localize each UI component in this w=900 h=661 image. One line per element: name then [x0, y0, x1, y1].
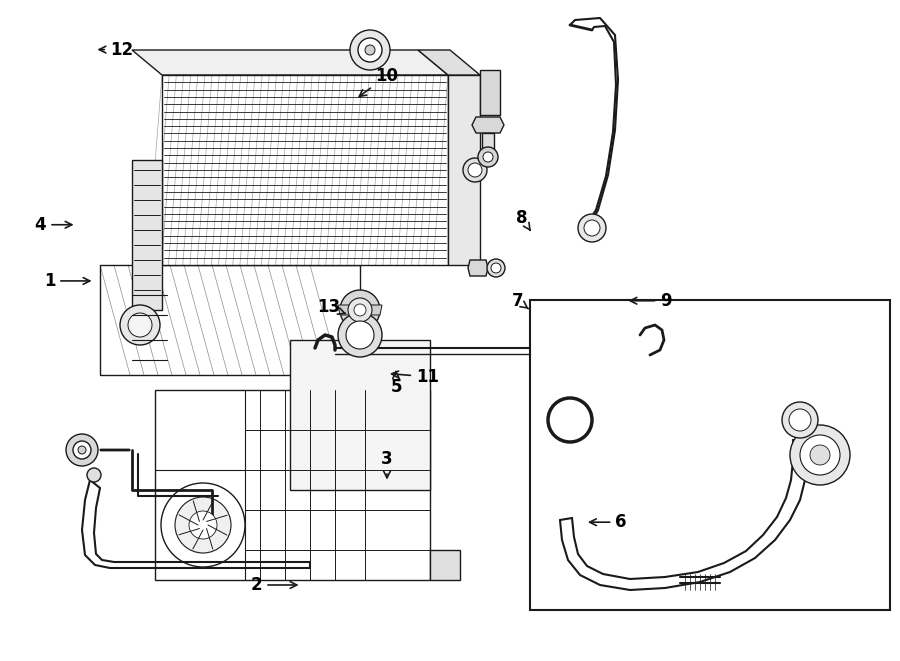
Polygon shape: [162, 75, 448, 265]
Polygon shape: [482, 133, 494, 157]
Text: 13: 13: [317, 298, 346, 317]
Circle shape: [338, 313, 382, 357]
Circle shape: [800, 435, 840, 475]
Text: 8: 8: [517, 209, 530, 230]
Circle shape: [350, 30, 390, 70]
Polygon shape: [290, 340, 430, 490]
Polygon shape: [132, 160, 162, 310]
Polygon shape: [530, 300, 890, 610]
Circle shape: [487, 259, 505, 277]
Text: 4: 4: [35, 215, 72, 234]
Polygon shape: [338, 305, 382, 315]
Text: 10: 10: [359, 67, 399, 97]
Text: 3: 3: [382, 450, 392, 478]
Text: 2: 2: [251, 576, 297, 594]
Circle shape: [87, 468, 101, 482]
Text: 6: 6: [590, 513, 626, 531]
Polygon shape: [472, 117, 504, 133]
Circle shape: [128, 313, 152, 337]
Circle shape: [73, 441, 91, 459]
Polygon shape: [155, 390, 430, 580]
Circle shape: [789, 409, 811, 431]
Polygon shape: [132, 50, 448, 75]
Polygon shape: [418, 50, 480, 75]
Circle shape: [120, 305, 160, 345]
Circle shape: [66, 434, 98, 466]
Text: 11: 11: [392, 368, 439, 386]
Circle shape: [78, 446, 86, 454]
Circle shape: [483, 152, 493, 162]
Polygon shape: [448, 75, 480, 265]
Text: 7: 7: [512, 292, 528, 310]
Circle shape: [354, 304, 366, 316]
Circle shape: [189, 511, 217, 539]
Circle shape: [161, 483, 245, 567]
Circle shape: [348, 298, 372, 322]
Text: 9: 9: [630, 292, 671, 310]
Text: 1: 1: [44, 272, 90, 290]
Circle shape: [584, 220, 600, 236]
Circle shape: [790, 425, 850, 485]
Circle shape: [782, 402, 818, 438]
Circle shape: [468, 163, 482, 177]
Polygon shape: [468, 260, 488, 276]
Polygon shape: [430, 550, 460, 580]
Circle shape: [478, 147, 498, 167]
Circle shape: [365, 45, 375, 55]
Polygon shape: [480, 70, 500, 115]
Circle shape: [175, 497, 231, 553]
Text: 5: 5: [391, 371, 401, 396]
Circle shape: [463, 158, 487, 182]
Circle shape: [810, 445, 830, 465]
Circle shape: [578, 214, 606, 242]
Text: 12: 12: [99, 40, 133, 59]
Circle shape: [340, 290, 380, 330]
Circle shape: [346, 321, 374, 349]
Circle shape: [358, 38, 382, 62]
Polygon shape: [100, 265, 360, 375]
Circle shape: [491, 263, 501, 273]
